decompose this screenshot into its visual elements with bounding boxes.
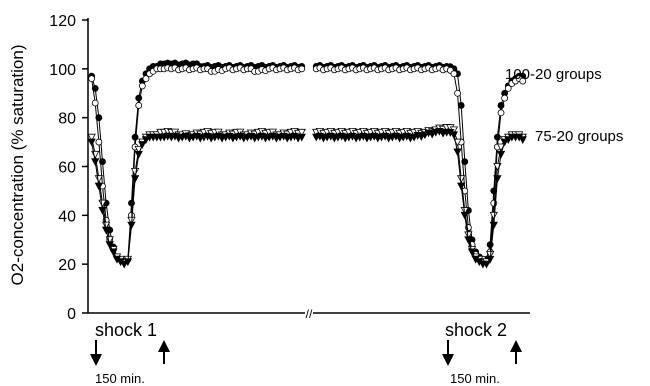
- y-axis-title: O2-concentration (% saturation): [8, 45, 27, 286]
- label-75-20-groups: 75-20 groups: [535, 128, 623, 145]
- data-point: [88, 75, 96, 82]
- data-point: [91, 150, 100, 159]
- duration-2-label: 150 min.: [450, 371, 500, 386]
- y-tick-label: 100: [49, 62, 76, 79]
- data-point: [493, 175, 502, 184]
- data-point: [453, 148, 462, 157]
- arrow-down-icon: [90, 340, 102, 366]
- y-tick-label: 40: [58, 208, 76, 225]
- data-point: [467, 248, 477, 257]
- arrow-up-icon: [158, 340, 170, 364]
- data-point: [449, 131, 459, 140]
- y-axis: 0 20 40 60 80 100 120: [49, 13, 89, 323]
- arrow-down-icon: [442, 340, 454, 366]
- data-point: [94, 182, 104, 191]
- data-point: [456, 182, 466, 191]
- data-point: [91, 158, 100, 166]
- data-point: [91, 99, 99, 107]
- shock-1-label: shock 1: [95, 320, 157, 340]
- data-point: [482, 260, 491, 269]
- data-point: [101, 226, 111, 235]
- data-point: [297, 133, 306, 142]
- data-point: [95, 138, 103, 146]
- data-point: [138, 141, 147, 149]
- data-point: [461, 158, 469, 166]
- data-point: [464, 231, 473, 240]
- data-point: [504, 136, 513, 144]
- data-point: [454, 89, 461, 97]
- y-tick-label: 60: [58, 160, 76, 177]
- y-tick-label: 20: [58, 257, 76, 274]
- data-point: [123, 258, 133, 267]
- label-100-20-groups: 100-20 groups: [505, 66, 602, 83]
- data-point: [87, 133, 96, 142]
- series-layer: [87, 59, 527, 269]
- data-point: [489, 211, 498, 220]
- y-tick-label: 0: [67, 306, 76, 323]
- data-point: [456, 175, 466, 184]
- y-tick-label: 80: [58, 111, 76, 128]
- data-point: [87, 138, 96, 147]
- y-tick-label: 120: [49, 13, 76, 30]
- series-line: [91, 68, 302, 263]
- series-line: [91, 136, 302, 265]
- x-axis-break-mark: //: [306, 307, 313, 321]
- data-point: [131, 133, 139, 141]
- data-point: [493, 133, 501, 141]
- data-point: [460, 211, 469, 220]
- series-filled-triangle: [87, 127, 527, 269]
- data-point: [298, 65, 306, 73]
- data-point: [98, 207, 107, 215]
- series-line: [316, 131, 524, 265]
- series-open-triangle: [87, 124, 527, 267]
- data-point: [460, 207, 469, 215]
- data-point: [464, 236, 473, 245]
- data-point: [496, 150, 506, 159]
- data-point: [500, 138, 509, 147]
- x-axis: //: [88, 307, 530, 321]
- shock-2-label: shock 2: [445, 320, 507, 340]
- series-filled-circle: [88, 59, 527, 266]
- data-point: [94, 175, 104, 184]
- data-point: [130, 175, 140, 184]
- series-line: [91, 63, 302, 263]
- data-point: [450, 70, 458, 78]
- data-point: [141, 136, 151, 144]
- data-point: [135, 102, 143, 109]
- data-point: [105, 241, 114, 249]
- data-point: [142, 75, 150, 82]
- data-point: [497, 109, 505, 117]
- data-point: [134, 150, 143, 159]
- duration-1-label: 150 min.: [95, 371, 145, 386]
- data-point: [489, 221, 498, 230]
- data-point: [518, 136, 527, 144]
- data-point: [127, 221, 136, 230]
- data-point: [138, 82, 146, 90]
- arrow-up-icon: [510, 340, 522, 364]
- series-line: [91, 131, 302, 263]
- data-point: [504, 84, 512, 92]
- data-point: [501, 94, 509, 102]
- data-point: [297, 128, 306, 137]
- data-point: [109, 248, 118, 257]
- data-point: [120, 260, 129, 269]
- data-point: [95, 114, 103, 122]
- data-point: [101, 221, 111, 230]
- data-point: [485, 255, 495, 264]
- data-point: [519, 77, 527, 85]
